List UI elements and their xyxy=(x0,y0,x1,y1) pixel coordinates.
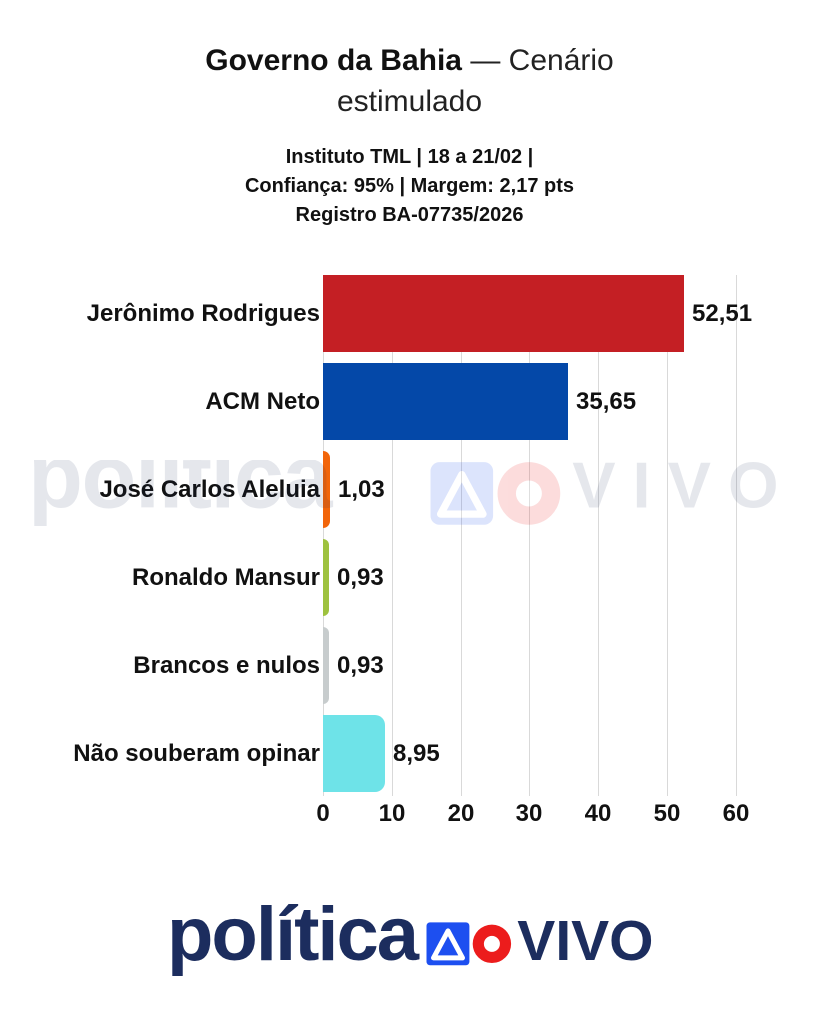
svg-text:VIVO: VIVO xyxy=(572,460,792,521)
svg-text:política: política xyxy=(167,900,420,976)
svg-text:política: política xyxy=(28,460,333,527)
svg-text:VIVO: VIVO xyxy=(517,909,653,973)
